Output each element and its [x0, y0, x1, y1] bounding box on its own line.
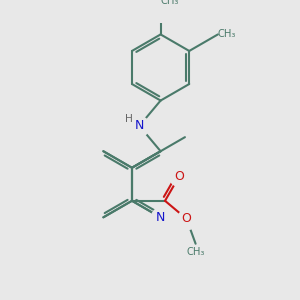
Text: N: N — [156, 211, 165, 224]
Text: N: N — [135, 119, 144, 132]
Text: CH₃: CH₃ — [218, 29, 236, 39]
Text: O: O — [174, 170, 184, 183]
Text: CH₃: CH₃ — [160, 0, 179, 6]
Text: CH₃: CH₃ — [186, 247, 205, 257]
Text: O: O — [182, 212, 191, 225]
Text: H: H — [124, 114, 133, 124]
